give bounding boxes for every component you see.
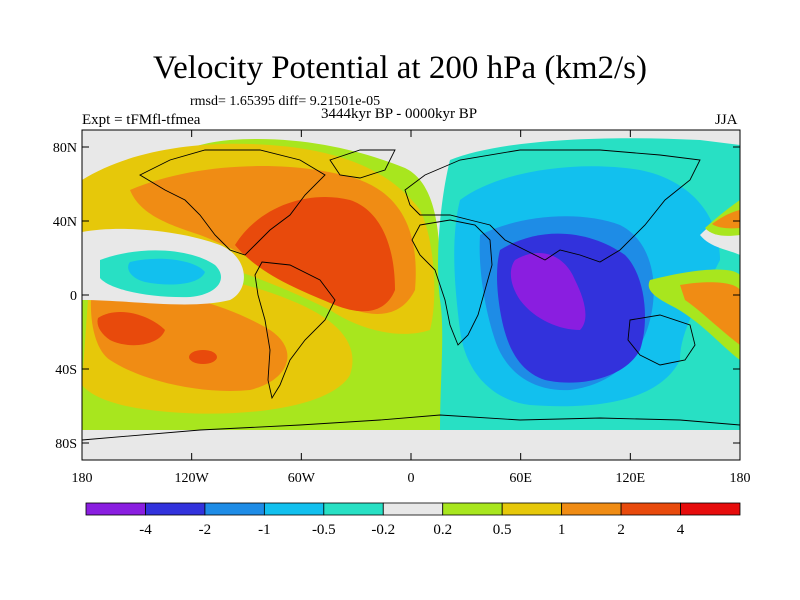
- south-america-coast: [254, 261, 336, 400]
- map-axes: 80N 40N 0 40S 80S 180 120W 60W 0 60E 120E 180: [53, 130, 751, 486]
- colorbar-swatch: [442, 502, 503, 516]
- lon-tick-label: 180: [72, 471, 93, 486]
- colorbar-swatch: [382, 502, 444, 516]
- lon-tick-label: 180: [730, 471, 751, 486]
- plot-title: Velocity Potential at 200 hPa (km2/s): [152, 50, 648, 86]
- colorbar-swatch: [85, 502, 146, 516]
- colorbar-label: -0.5: [312, 522, 336, 538]
- colorbar-label: -0.2: [371, 522, 395, 538]
- colorbar-swatch: [620, 502, 681, 516]
- stats-label: rmsd= 1.65395 diff= 9.21501e-05: [190, 94, 381, 109]
- colorbar-swatch: [501, 502, 563, 516]
- lon-tick-label: 0: [408, 471, 415, 486]
- lon-tick-label: 60W: [288, 471, 316, 486]
- lat-tick-label: 80N: [53, 141, 77, 156]
- lon-tick-label: 120E: [616, 471, 646, 486]
- greenland-coast: [329, 149, 396, 179]
- colorbar-swatch: [145, 502, 206, 516]
- colorbar-label: -4: [139, 522, 152, 538]
- colorbar-label: 1: [558, 522, 566, 538]
- antarctica-coast: [82, 414, 740, 441]
- colorbar-label: -2: [199, 522, 212, 538]
- coastlines: [82, 149, 740, 441]
- negative-anomaly-field: [438, 138, 740, 430]
- lat-tick-label: 40N: [53, 215, 77, 230]
- lon-tick-label: 120W: [175, 471, 210, 486]
- lat-tick-label: 80S: [55, 437, 77, 452]
- near-zero-band: [82, 228, 244, 305]
- colorbar-swatch: [204, 502, 265, 516]
- experiment-label: Expt = tFMfl-tfmea: [82, 112, 201, 128]
- africa-coast: [411, 219, 493, 346]
- colorbar-label: 2: [617, 522, 625, 538]
- season-label: JJA: [715, 112, 738, 128]
- period-label: 3444kyr BP - 0000kyr BP: [321, 106, 478, 122]
- positive-anomaly-field: [82, 139, 470, 430]
- colorbar-label: -1: [258, 522, 271, 538]
- map-plot-area: [82, 130, 740, 460]
- colorbar-label: 0.5: [493, 522, 512, 538]
- lat-tick-label: 0: [70, 289, 77, 304]
- colorbar-swatch: [323, 502, 384, 516]
- north-america-coast: [139, 149, 326, 256]
- colorbar-label: 4: [677, 522, 685, 538]
- eurasia-coast: [404, 149, 701, 263]
- lat-tick-label: 40S: [55, 363, 77, 378]
- colorbar-swatch: [561, 502, 622, 516]
- colorbar-swatch: [263, 502, 325, 516]
- colorbar-swatch: [680, 502, 741, 516]
- colorbar: -4 -2 -1 -0.5 -0.2 0.2 0.5 1 2 4: [85, 502, 741, 538]
- lon-tick-label: 60E: [509, 471, 532, 486]
- colorbar-label: 0.2: [433, 522, 452, 538]
- australia-coast: [627, 314, 696, 366]
